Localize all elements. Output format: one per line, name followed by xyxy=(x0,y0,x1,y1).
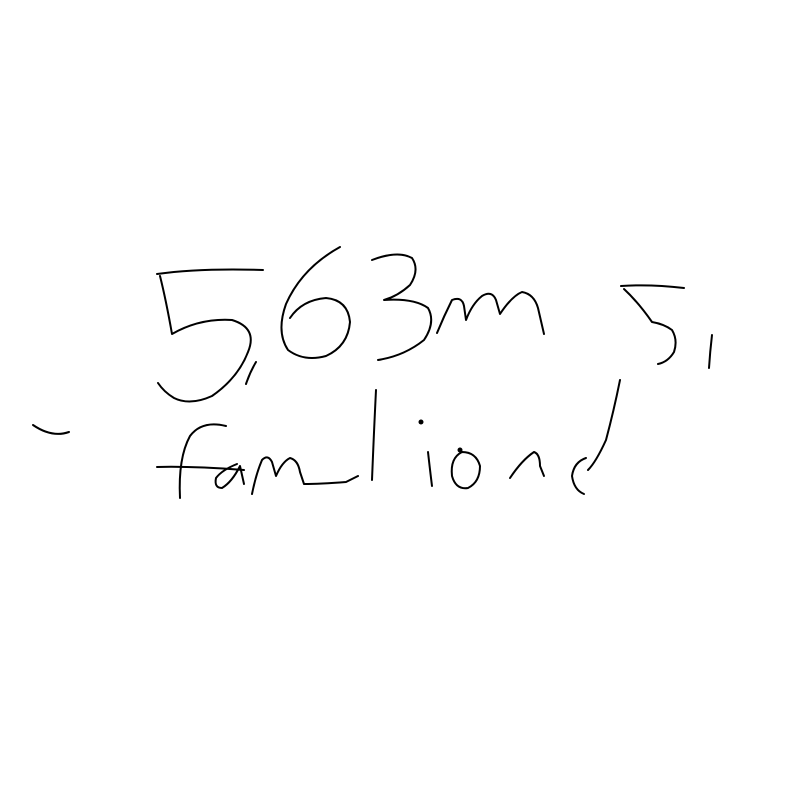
line-1-text: 5,63m 5, xyxy=(0,0,1,1)
stroke-a xyxy=(214,463,245,489)
stroke-o xyxy=(450,451,481,490)
stroke-n xyxy=(509,451,545,479)
stroke-m2 xyxy=(251,456,359,495)
stroke-m xyxy=(436,291,545,335)
i-dot xyxy=(418,419,424,425)
stroke-5b-body xyxy=(623,288,677,365)
o-dot xyxy=(457,447,463,453)
stroke-comma-1 xyxy=(245,361,257,385)
stroke-dash xyxy=(32,424,70,435)
stroke-f-cross xyxy=(156,465,245,471)
stroke-l xyxy=(371,389,377,481)
stroke-f-stem xyxy=(178,423,227,499)
stroke-d xyxy=(571,457,587,495)
stroke-d-stem xyxy=(587,379,621,471)
handwritten-line-1 xyxy=(156,246,713,403)
handwritten-line-2 xyxy=(32,379,621,499)
stroke-i xyxy=(427,451,433,487)
stroke-5b-top xyxy=(620,284,685,289)
stroke-5-body xyxy=(157,275,252,403)
stroke-6 xyxy=(280,246,351,359)
stroke-5-top xyxy=(156,268,264,275)
stroke-3 xyxy=(371,253,433,361)
stroke-comma-2 xyxy=(708,334,713,369)
